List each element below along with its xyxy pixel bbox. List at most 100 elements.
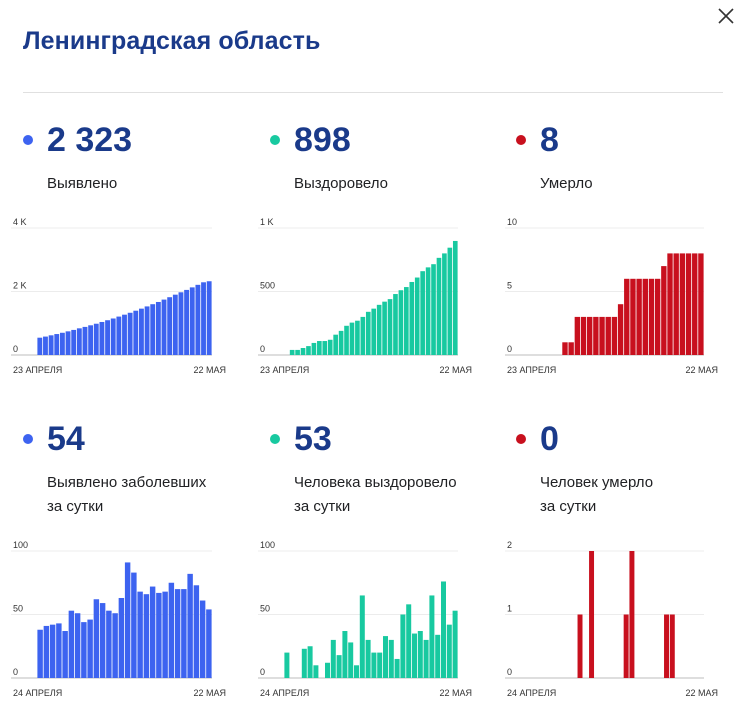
bar [49, 624, 56, 678]
stat-dot [516, 434, 526, 444]
x-start-label: 23 АПРЕЛЯ [13, 365, 62, 375]
stat-label-line: Выздоровело [294, 175, 389, 192]
bar [371, 308, 377, 355]
stat-dot [270, 434, 280, 444]
stat-dot [23, 135, 33, 145]
page-title: Ленинградская область [23, 27, 321, 55]
bar [76, 328, 82, 355]
stat-value: 8 [540, 121, 559, 159]
y-tick-label: 50 [260, 604, 270, 614]
bar [429, 595, 435, 678]
stat-value: 53 [294, 420, 332, 458]
stat-dot [516, 135, 526, 145]
bar [105, 320, 110, 355]
y-tick-label: 100 [13, 540, 28, 550]
bar [436, 257, 442, 355]
bar [131, 572, 137, 678]
y-tick-label: 0 [260, 344, 265, 354]
bar [393, 294, 398, 355]
y-tick-label: 1 K [260, 217, 274, 227]
bar [636, 278, 642, 355]
bar [425, 267, 431, 355]
bar [577, 614, 583, 678]
bar [54, 334, 60, 355]
bar [336, 655, 342, 678]
bar [342, 631, 348, 678]
bar [580, 316, 587, 355]
bar [201, 282, 206, 355]
bar [365, 639, 371, 678]
bar [617, 304, 624, 355]
bar [144, 306, 150, 355]
bar [178, 292, 184, 355]
bar [667, 253, 673, 355]
bar [93, 599, 100, 678]
x-start-label: 24 АПРЕЛЯ [507, 688, 556, 698]
stat-label-line: за сутки [540, 498, 597, 515]
y-tick-label: 5 [507, 281, 512, 291]
y-tick-label: 0 [13, 344, 18, 354]
bar [344, 325, 349, 355]
x-start-label: 24 АПРЕЛЯ [260, 688, 309, 698]
bar [568, 342, 574, 355]
bar [193, 585, 200, 678]
bar [195, 284, 201, 355]
y-tick-label: 4 K [13, 217, 27, 227]
bar [398, 290, 404, 355]
bar [284, 652, 290, 678]
bar [447, 247, 453, 355]
bar [587, 316, 593, 355]
bar [167, 297, 173, 355]
bar [133, 310, 139, 355]
bar [88, 325, 94, 355]
bar [43, 625, 50, 678]
bar [414, 277, 420, 355]
bar [654, 278, 661, 355]
y-tick-label: 2 [507, 540, 512, 550]
bar [184, 289, 190, 355]
bar [382, 301, 387, 355]
bar [394, 658, 400, 678]
bar [127, 312, 133, 355]
y-tick-label: 0 [507, 344, 512, 354]
x-end-label: 22 МАЯ [439, 688, 472, 698]
bar [692, 253, 698, 355]
bar [300, 348, 306, 355]
bar [71, 329, 77, 355]
bar [122, 314, 127, 355]
bar [301, 648, 307, 678]
bar [349, 322, 355, 355]
bar [56, 623, 62, 678]
stat-label: Человек умерло за сутки [540, 471, 735, 519]
y-tick-label: 100 [260, 540, 275, 550]
stat-dot [23, 434, 33, 444]
bar [669, 614, 675, 678]
bar [139, 308, 144, 355]
bar [74, 613, 81, 678]
stat-label: Выздоровело [294, 172, 494, 196]
close-icon[interactable] [715, 5, 735, 27]
bar [338, 330, 344, 355]
bar [354, 665, 359, 678]
stat-label-line: Выявлено заболевших [47, 474, 207, 491]
stat-value: 2 323 [47, 121, 133, 159]
bar [289, 349, 295, 355]
bar [648, 278, 655, 355]
stat-label-line: Умерло [540, 175, 593, 192]
bar [162, 591, 168, 678]
bar [155, 301, 161, 355]
x-end-label: 22 МАЯ [193, 688, 226, 698]
stat-label-line: Человека выздоровело [294, 474, 457, 491]
bar [377, 652, 383, 678]
bar [306, 346, 311, 355]
bar [404, 287, 409, 355]
bar [150, 304, 156, 355]
bar [110, 318, 116, 355]
bar [37, 337, 43, 355]
bar [43, 336, 48, 355]
y-tick-label: 0 [507, 667, 512, 677]
